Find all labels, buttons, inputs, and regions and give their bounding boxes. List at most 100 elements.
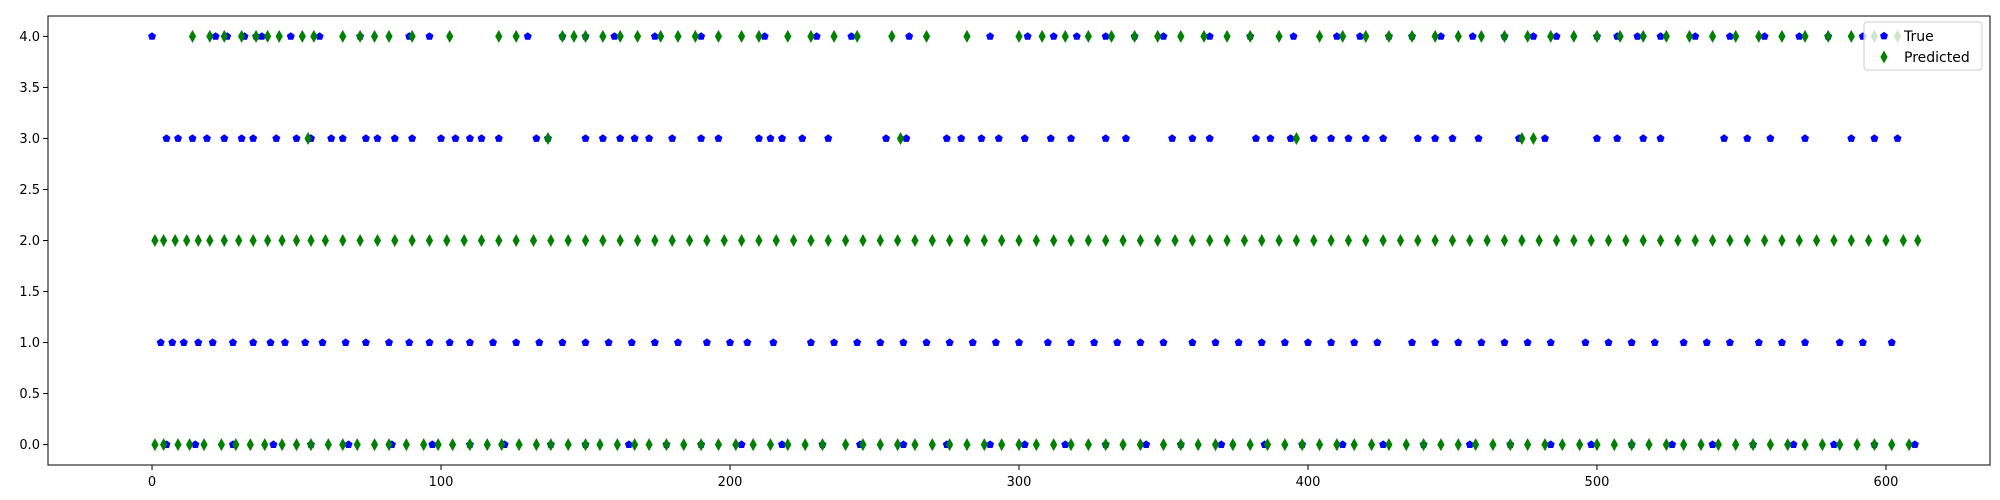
true-point-173 — [1211, 338, 1220, 346]
true-point-76 — [630, 134, 639, 142]
predicted-point-274 — [1628, 438, 1636, 452]
predicted-point-281 — [1749, 438, 1757, 452]
predicted-point-70 — [1824, 29, 1832, 43]
predicted-point-176 — [1760, 234, 1769, 247]
true-point-118 — [1720, 134, 1729, 142]
true-point-202 — [191, 440, 200, 448]
predicted-point-141 — [1154, 234, 1162, 247]
true-point-240 — [1708, 440, 1717, 448]
predicted-point-149 — [1292, 234, 1301, 247]
predicted-point-284 — [1801, 438, 1809, 452]
true-point-177 — [1303, 338, 1312, 346]
true-point-84 — [798, 134, 807, 142]
predicted-point-56 — [1500, 29, 1509, 43]
predicted-point-135 — [1050, 234, 1058, 247]
predicted-point-5 — [264, 29, 272, 43]
predicted-point-196 — [292, 438, 301, 452]
predicted-point-228 — [818, 438, 827, 452]
legend: True Predicted — [1863, 21, 1983, 71]
true-point-44 — [1691, 32, 1700, 40]
true-point-162 — [945, 338, 954, 346]
predicted-point-238 — [998, 438, 1006, 452]
predicted-point-246 — [1136, 438, 1144, 452]
predicted-point-98 — [408, 234, 416, 247]
true-point-160 — [899, 338, 908, 346]
true-point-101 — [1266, 134, 1275, 142]
true-point-168 — [1090, 338, 1099, 346]
true-point-189 — [1604, 338, 1613, 346]
predicted-point-114 — [685, 234, 694, 247]
true-point-57 — [272, 134, 281, 142]
predicted-point-10 — [356, 29, 364, 43]
true-point-197 — [1801, 338, 1810, 346]
predicted-point-256 — [1315, 438, 1324, 452]
predicted-point-109 — [599, 234, 607, 247]
predicted-point-113 — [668, 234, 676, 247]
predicted-point-2 — [220, 29, 228, 43]
true-point-25 — [1101, 32, 1110, 40]
true-point-99 — [1205, 134, 1214, 142]
predicted-point-214 — [581, 438, 590, 452]
predicted-point-11 — [370, 29, 379, 43]
predicted-point-230 — [859, 438, 867, 452]
true-point-98 — [1188, 134, 1197, 142]
predicted-point-15 — [495, 29, 503, 43]
predicted-point-139 — [1119, 234, 1127, 247]
predicted-point-74 — [304, 131, 312, 145]
predicted-point-12 — [385, 29, 393, 43]
true-point-91 — [994, 134, 1003, 142]
predicted-point-53 — [1431, 29, 1439, 43]
predicted-point-164 — [1552, 234, 1561, 247]
predicted-point-118 — [755, 234, 763, 247]
true-point-184 — [1477, 338, 1486, 346]
predicted-point-128 — [928, 234, 936, 247]
predicted-point-58 — [1547, 29, 1555, 43]
predicted-point-82 — [171, 234, 179, 247]
true-point-223 — [1020, 440, 1029, 448]
predicted-point-233 — [911, 438, 919, 452]
true-point-6 — [286, 32, 295, 40]
true-point-156 — [806, 338, 815, 346]
predicted-point-205 — [434, 438, 442, 452]
predicted-point-163 — [1535, 234, 1543, 247]
y-tick-label-8: 4.0 — [19, 30, 40, 45]
predicted-point-221 — [697, 438, 705, 452]
predicted-point-188 — [174, 438, 182, 452]
true-point-22 — [1023, 32, 1032, 40]
true-point-1 — [211, 32, 220, 40]
predicted-point-62 — [1639, 29, 1647, 43]
true-point-31 — [1332, 32, 1341, 40]
true-point-52 — [188, 134, 197, 142]
predicted-point-191 — [217, 438, 225, 452]
predicted-point-9 — [339, 29, 347, 43]
true-point-68 — [465, 134, 474, 142]
true-point-243 — [1829, 440, 1838, 448]
predicted-point-137 — [1084, 234, 1092, 247]
predicted-point-23 — [657, 29, 665, 43]
predicted-point-8 — [310, 29, 318, 43]
predicted-point-46 — [1246, 29, 1254, 43]
predicted-point-189 — [186, 438, 194, 452]
true-point-81 — [754, 134, 763, 142]
predicted-point-0 — [188, 29, 197, 43]
predicted-point-47 — [1275, 29, 1283, 43]
true-point-45 — [1725, 32, 1734, 40]
predicted-point-280 — [1732, 438, 1740, 452]
predicted-point-273 — [1610, 438, 1618, 452]
true-point-236 — [1546, 440, 1555, 448]
y-tick-label-2: 1.0 — [19, 336, 40, 351]
predicted-point-19 — [581, 29, 590, 43]
predicted-point-169 — [1639, 234, 1647, 247]
predicted-point-166 — [1587, 234, 1595, 247]
predicted-point-241 — [1050, 438, 1058, 452]
true-point-222 — [986, 440, 995, 448]
true-point-155 — [769, 338, 778, 346]
true-point-217 — [778, 440, 787, 448]
true-point-228 — [1217, 440, 1226, 448]
predicted-point-76 — [896, 131, 905, 145]
predicted-point-31 — [830, 29, 838, 43]
true-point-119 — [1743, 134, 1752, 142]
true-point-86 — [882, 134, 891, 142]
true-point-169 — [1113, 338, 1122, 346]
predicted-point-34 — [922, 29, 931, 43]
